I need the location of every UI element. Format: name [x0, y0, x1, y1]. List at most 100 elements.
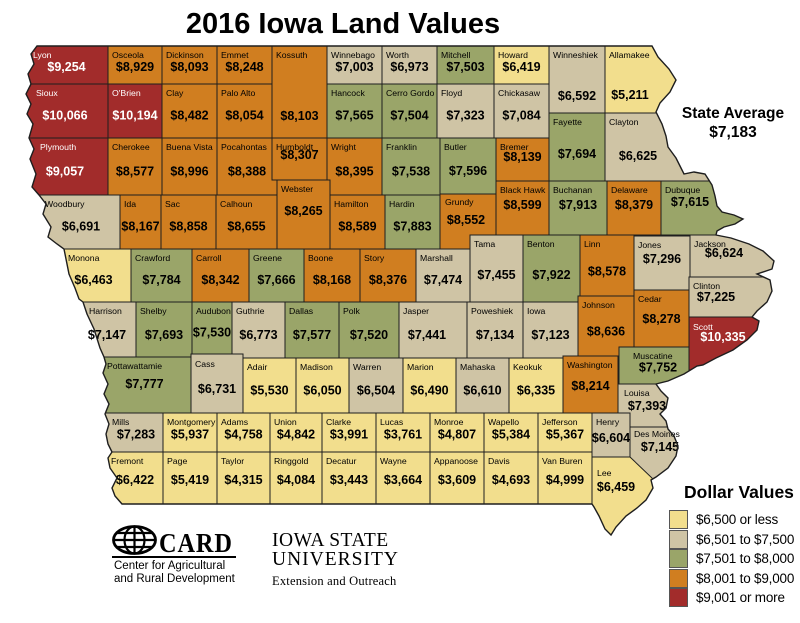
county-value-jackson: $6,624 — [705, 246, 743, 260]
county-lyon — [26, 46, 109, 85]
state-average-value: $7,183 — [709, 124, 757, 141]
county-name-chickasaw: Chickasaw — [498, 88, 541, 98]
county-name-des-moines: Des Moines — [634, 429, 681, 439]
county-value-cherokee: $8,577 — [116, 165, 154, 179]
county-layer — [26, 46, 774, 535]
county-value-union: $4,842 — [277, 428, 315, 442]
county-value-iowa: $7,123 — [531, 328, 569, 342]
county-pocahontas — [216, 137, 278, 196]
county-name-scott: Scott — [693, 322, 713, 332]
county-label-layer: Lyon$9,254 Osceola$8,929 Dickinson$8,093 Em… — [33, 50, 746, 494]
county-name-delaware: Delaware — [611, 185, 648, 195]
county-value-jones: $7,296 — [643, 252, 681, 266]
legend-title: Dollar Values — [684, 482, 794, 502]
county-value-louisa: $7,393 — [628, 399, 666, 413]
county-value-winnebago: $7,003 — [335, 60, 373, 74]
county-name-keokuk: Keokuk — [513, 362, 543, 372]
county-value-decatur: $3,443 — [330, 473, 368, 487]
county-value-clay: $8,482 — [170, 109, 208, 123]
legend-item: $8,001 to $9,000 — [669, 568, 795, 588]
county-value-buena-vista: $8,996 — [170, 165, 208, 179]
county-mitchell — [436, 46, 495, 85]
legend-swatch — [669, 568, 688, 588]
isu-subtitle: Extension and Outreach — [272, 574, 397, 588]
county-tama — [469, 234, 524, 303]
legend-swatch — [669, 510, 688, 530]
county-madison — [295, 357, 350, 414]
isu-wordmark-line1: IOWA STATE — [272, 530, 389, 551]
county-name-pottawattamie: Pottawattamie — [107, 361, 162, 371]
county-value-shelby: $7,693 — [145, 328, 183, 342]
county-value-woodbury: $6,691 — [62, 220, 100, 234]
county-name-clay: Clay — [166, 88, 184, 98]
county-value-montgomery: $5,937 — [171, 428, 209, 442]
county-name-grundy: Grundy — [445, 197, 474, 207]
county-name-emmet: Emmet — [221, 50, 249, 60]
county-name-fremont: Fremont — [111, 456, 144, 466]
county-name-kossuth: Kossuth — [276, 50, 308, 60]
county-name-jones: Jones — [638, 240, 662, 250]
county-value-winneshiek: $6,592 — [558, 89, 596, 103]
county-name-bremer: Bremer — [500, 142, 529, 152]
county-floyd — [436, 83, 495, 139]
county-value-clarke: $3,991 — [330, 428, 368, 442]
county-name-shelby: Shelby — [140, 306, 167, 316]
county-value-wright: $8,395 — [335, 165, 373, 179]
county-delaware — [606, 180, 662, 236]
county-henry — [591, 412, 631, 458]
legend-label: $8,001 to $9,000 — [696, 570, 795, 586]
county-name-lucas: Lucas — [380, 417, 404, 427]
county-name-sioux: Sioux — [36, 88, 58, 98]
county-name-lyon: Lyon — [33, 50, 52, 60]
county-name-monona: Monona — [68, 253, 100, 263]
county-guthrie — [231, 301, 286, 359]
county-name-plymouth: Plymouth — [40, 142, 76, 152]
county-jasper — [398, 301, 468, 359]
county-name-polk: Polk — [343, 306, 361, 316]
county-value-des-moines: $7,145 — [641, 440, 679, 454]
county-name-o-brien: O'Brien — [112, 88, 141, 98]
county-benton — [522, 234, 581, 303]
county-name-muscatine: Muscatine — [633, 351, 673, 361]
county-carroll — [191, 248, 250, 303]
county-value-story: $8,376 — [369, 273, 407, 287]
county-hamilton — [329, 194, 386, 250]
county-value-marshall: $7,474 — [424, 273, 462, 287]
county-name-allamakee: Allamakee — [609, 50, 650, 60]
county-value-lee: $6,459 — [597, 480, 635, 494]
county-howard — [493, 46, 550, 85]
county-clarke — [321, 412, 377, 453]
county-name-washington: Washington — [567, 360, 613, 370]
county-name-palo-alto: Palo Alto — [221, 88, 255, 98]
card-subtitle: Center for Agricultural and Rural Develo… — [114, 560, 235, 585]
county-name-mahaska: Mahaska — [460, 362, 495, 372]
county-davis — [483, 451, 539, 505]
county-value-linn: $8,578 — [588, 264, 626, 278]
county-crawford — [130, 248, 193, 303]
globe-icon — [112, 525, 157, 555]
county-bremer — [495, 137, 550, 182]
county-name-humboldt: Humboldt — [276, 142, 314, 152]
county-value-page: $5,419 — [171, 473, 209, 487]
county-name-marshall: Marshall — [420, 253, 453, 263]
card-subtitle-line2: and Rural Development — [114, 572, 235, 585]
county-name-pocahontas: Pocahontas — [221, 142, 268, 152]
county-name-davis: Davis — [488, 456, 510, 466]
county-name-clinton: Clinton — [693, 281, 720, 291]
county-calhoun — [215, 194, 278, 250]
legend-items: $6,500 or less $6,501 to $7,500 $7,501 to … — [669, 510, 795, 608]
county-pottawattamie — [97, 356, 192, 414]
county-value-audubon: $7,530 — [193, 325, 231, 339]
county-value-marion: $6,490 — [410, 383, 448, 397]
county-name-guthrie: Guthrie — [236, 306, 265, 316]
card-logo-row: CARD — [112, 523, 252, 559]
county-name-taylor: Taylor — [221, 456, 244, 466]
county-value-dallas: $7,577 — [293, 328, 331, 342]
legend-item: $9,001 or more — [669, 588, 794, 608]
county-name-madison: Madison — [300, 362, 333, 372]
county-value-fayette: $7,694 — [558, 147, 596, 161]
county-boone — [303, 248, 361, 303]
county-name-audubon: Audubon — [196, 306, 231, 316]
county-value-palo-alto: $8,054 — [225, 109, 263, 123]
county-johnson — [577, 295, 635, 357]
